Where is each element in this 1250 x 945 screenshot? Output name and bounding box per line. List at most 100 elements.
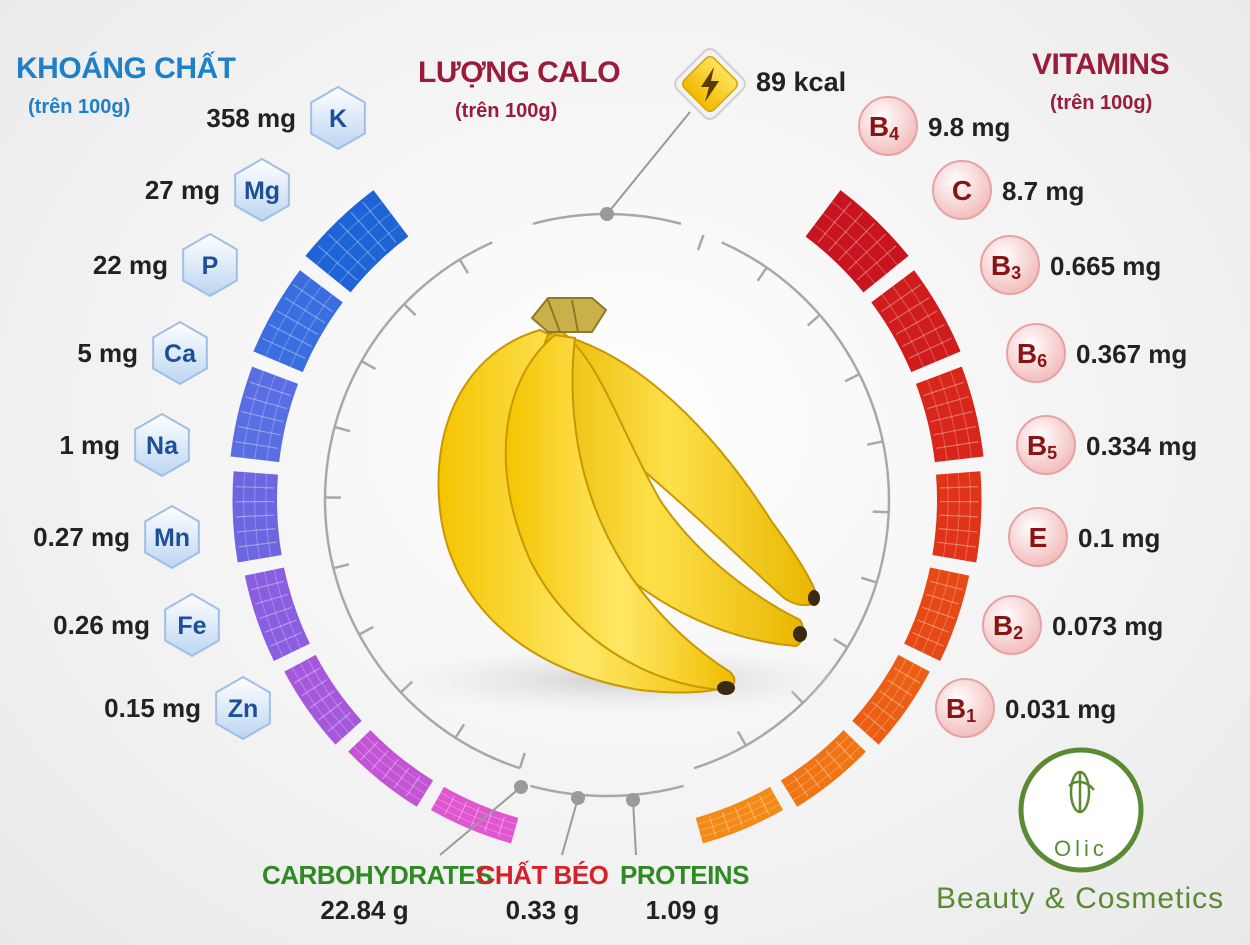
mineral-item: Zn 0.15 mg <box>104 675 271 741</box>
dial-tick <box>360 360 377 371</box>
mineral-value: 1 mg <box>59 430 120 460</box>
mineral-item: K 358 mg <box>206 85 366 151</box>
dial-left-arc <box>323 358 364 642</box>
vitamin-value: 0.073 mg <box>1052 611 1163 641</box>
vitamins-subtitle: (trên 100g) <box>1050 92 1153 114</box>
protein-dot <box>626 793 640 807</box>
connector-lines <box>439 111 691 856</box>
brand-logo-text: Olic <box>1054 836 1108 861</box>
vitamin-bar <box>915 366 984 463</box>
dial-tick <box>403 303 417 317</box>
mineral-bar <box>244 567 310 662</box>
dial-tick <box>334 425 351 433</box>
dial-tick <box>872 510 889 514</box>
vitamin-value: 0.367 mg <box>1076 339 1187 369</box>
macro-name: CHẤT BÉO <box>476 860 609 890</box>
dial-tick <box>756 266 768 282</box>
dial-right-arc <box>850 358 891 642</box>
mineral-symbol: Mn <box>154 524 190 552</box>
dial-bottom-arc <box>530 784 684 798</box>
vitamin-circle-badge <box>932 160 992 220</box>
vitamin-bar <box>852 654 930 745</box>
vitamin-circle-badge <box>982 595 1042 655</box>
minerals-title: KHOÁNG CHẤT <box>16 52 236 85</box>
mineral-bar <box>284 654 362 745</box>
vitamin-value: 9.8 mg <box>928 112 1010 142</box>
vitamin-circle-badge <box>935 678 995 738</box>
carbs-dot <box>514 780 528 794</box>
mineral-item: Na 1 mg <box>59 412 190 478</box>
vitamin-value: 0.031 mg <box>1005 694 1116 724</box>
mineral-symbol: Mg <box>244 177 280 205</box>
mineral-symbol: Ca <box>164 340 197 368</box>
mineral-bar <box>348 730 434 807</box>
mineral-symbol: Fe <box>177 612 206 640</box>
macro-carbohydrates: CARBOHYDRATES 22.84 g <box>262 860 492 926</box>
mineral-bar <box>230 366 299 463</box>
calories-title: LƯỢNG CALO <box>418 56 621 89</box>
mineral-value: 358 mg <box>206 103 296 133</box>
macro-value: 1.09 g <box>645 895 720 925</box>
mineral-hex-badge <box>215 675 271 741</box>
mineral-symbol: K <box>329 105 347 133</box>
mineral-hex-badge <box>144 504 200 570</box>
vitamin-symbol: E <box>1029 522 1048 553</box>
mineral-hex-badge <box>182 232 238 298</box>
mineral-item: Mg 27 mg <box>145 157 290 223</box>
dial-ring <box>323 212 891 798</box>
calories-subtitle: (trên 100g) <box>455 100 558 122</box>
vitamin-value: 0.665 mg <box>1050 251 1161 281</box>
vitamin-value: 0.334 mg <box>1086 431 1197 461</box>
mineral-hex-badge <box>234 157 290 223</box>
vitamin-bar <box>780 730 866 807</box>
vitamin-circle-badge <box>858 96 918 156</box>
dial-tick <box>806 314 821 327</box>
brand-logo: Olic <box>1018 747 1144 873</box>
mineral-bar <box>430 786 519 844</box>
macro-fat: CHẤT BÉO 0.33 g <box>470 860 615 926</box>
vitamins-title: VITAMINS <box>1032 48 1170 81</box>
mineral-value: 0.27 mg <box>33 522 130 552</box>
macro-name: CARBOHYDRATES <box>262 860 492 890</box>
vitamin-bar <box>871 270 961 373</box>
mineral-bar <box>305 190 409 293</box>
minerals-subtitle: (trên 100g) <box>28 96 131 118</box>
macro-name: PROTEINS <box>620 860 749 890</box>
dial-tick <box>358 625 374 636</box>
calorie-connector <box>606 111 691 215</box>
mineral-item: P 22 mg <box>93 232 238 298</box>
dial-tick <box>861 576 878 584</box>
vitamin-item: B1 0.031 mg <box>935 678 1116 738</box>
dial-tick <box>833 637 849 649</box>
mineral-value: 0.15 mg <box>104 693 201 723</box>
connector-dots <box>514 207 640 807</box>
dial-tick <box>696 234 705 251</box>
brand-tagline: Beauty & Cosmetics <box>936 882 1225 915</box>
fat-connector <box>561 797 579 856</box>
fat-dot <box>571 791 585 805</box>
mineral-value: 22 mg <box>93 250 168 280</box>
calories-value: 89 kcal <box>756 67 847 97</box>
mineral-symbol: Zn <box>228 695 259 723</box>
vitamin-bar <box>805 190 909 293</box>
dial-tick <box>736 730 747 747</box>
macro-proteins: PROTEINS 1.09 g <box>620 860 749 926</box>
olive-leaf-icon <box>1068 770 1095 814</box>
mineral-item: Fe 0.26 mg <box>53 592 220 658</box>
vitamin-bar <box>932 471 982 563</box>
vitamin-item: B2 0.073 mg <box>982 595 1163 655</box>
protein-connector <box>632 799 637 856</box>
mineral-symbol: Na <box>146 432 179 460</box>
dial-tick <box>333 563 350 570</box>
mineral-item: Mn 0.27 mg <box>33 504 200 570</box>
vitamin-item: B5 0.334 mg <box>1016 415 1197 475</box>
vitamin-bar-arc <box>695 190 984 844</box>
macro-value: 22.84 g <box>320 895 409 925</box>
dial-tick <box>518 752 526 769</box>
vitamin-item: B6 0.367 mg <box>1006 323 1187 383</box>
mineral-value: 0.26 mg <box>53 610 150 640</box>
mineral-item: Ca 5 mg <box>77 320 208 386</box>
mineral-hex-badge <box>134 412 190 478</box>
macro-value: 0.33 g <box>505 895 580 925</box>
vitamin-item: B3 0.665 mg <box>980 235 1161 295</box>
